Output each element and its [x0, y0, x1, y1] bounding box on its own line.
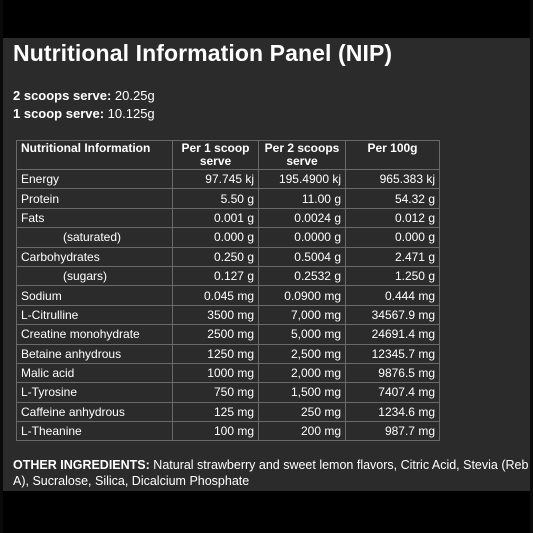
value-per-1-scoop: 1250 mg	[172, 343, 259, 364]
value-per-2-scoops: 0.2532 g	[258, 265, 346, 287]
value-per-100g: 0.000 g	[345, 227, 440, 248]
table-header-row: Nutritional Information Per 1 scoop serv…	[16, 140, 440, 170]
value-per-2-scoops: 250 mg	[258, 401, 346, 423]
table-row: Energy 97.745 kj 195.4900 kj 965.383 kj	[16, 168, 440, 190]
value-per-1-scoop: 0.045 mg	[172, 285, 259, 306]
bottom-black-band	[3, 491, 530, 533]
nutrient-name: Caffeine anhydrous	[16, 401, 173, 423]
nutrition-table: Nutritional Information Per 1 scoop serv…	[16, 140, 440, 442]
value-per-1-scoop: 0.000 g	[172, 227, 259, 248]
nutrient-name: (sugars)	[16, 265, 173, 287]
table-row: L-Theanine 100 mg 200 mg 987.7 mg	[16, 421, 440, 442]
page-title: Nutritional Information Panel (NIP)	[13, 40, 393, 66]
value-per-1-scoop: 750 mg	[172, 382, 259, 403]
value-per-2-scoops: 2,000 mg	[258, 362, 346, 384]
value-per-100g: 54.32 g	[345, 188, 440, 209]
value-per-2-scoops: 2,500 mg	[258, 343, 346, 364]
value-per-2-scoops: 11.00 g	[258, 188, 346, 209]
value-per-100g: 987.7 mg	[345, 421, 440, 442]
value-per-1-scoop: 0.001 g	[172, 207, 259, 229]
table-row: Protein 5.50 g 11.00 g 54.32 g	[16, 188, 440, 209]
nutrient-name: Malic acid	[16, 362, 173, 384]
nutrient-name: Sodium	[16, 285, 173, 306]
value-per-100g: 0.012 g	[345, 207, 440, 229]
value-per-2-scoops: 1,500 mg	[258, 382, 346, 403]
value-per-2-scoops: 0.0900 mg	[258, 285, 346, 306]
top-black-band	[3, 0, 530, 38]
value-per-2-scoops: 7,000 mg	[258, 304, 346, 326]
value-per-100g: 2.471 g	[345, 246, 440, 267]
value-per-100g: 9876.5 mg	[345, 362, 440, 384]
nutrient-name: L-Tyrosine	[16, 382, 173, 403]
nutrient-name: Carbohydrates	[16, 246, 173, 267]
column-header-nutrient: Nutritional Information	[16, 140, 173, 170]
serve-label: 2 scoops serve:	[13, 88, 112, 103]
value-per-100g: 24691.4 mg	[345, 324, 440, 345]
serve-size-1-scoop: 1 scoop serve: 10.125g	[13, 106, 155, 121]
value-per-2-scoops: 195.4900 kj	[258, 168, 346, 190]
value-per-2-scoops: 0.0000 g	[258, 227, 346, 248]
value-per-1-scoop: 3500 mg	[172, 304, 259, 326]
table-row: Carbohydrates 0.250 g 0.5004 g 2.471 g	[16, 246, 440, 267]
table-row: (saturated) 0.000 g 0.0000 g 0.000 g	[16, 227, 440, 248]
serve-label: 1 scoop serve:	[13, 106, 105, 121]
value-per-2-scoops: 0.5004 g	[258, 246, 346, 267]
value-per-1-scoop: 0.250 g	[172, 246, 259, 267]
nutrient-name: L-Theanine	[16, 421, 173, 442]
value-per-1-scoop: 0.127 g	[172, 265, 259, 287]
value-per-1-scoop: 2500 mg	[172, 324, 259, 345]
nutrient-name: Creatine monohydrate	[16, 324, 173, 345]
value-per-1-scoop: 100 mg	[172, 421, 259, 442]
table-row: L-Tyrosine 750 mg 1,500 mg 7407.4 mg	[16, 382, 440, 403]
nutrient-name: Energy	[16, 168, 173, 190]
serve-value: 10.125g	[107, 106, 155, 121]
column-header-per-2-scoops: Per 2 scoops serve	[258, 140, 346, 170]
nutrient-name: Protein	[16, 188, 173, 209]
value-per-100g: 965.383 kj	[345, 168, 440, 190]
nutrient-name: Betaine anhydrous	[16, 343, 173, 364]
column-header-per-100g: Per 100g	[345, 140, 440, 170]
value-per-1-scoop: 1000 mg	[172, 362, 259, 384]
table-row: L-Citrulline 3500 mg 7,000 mg 34567.9 mg	[16, 304, 440, 326]
other-ingredients: OTHER INGREDIENTS: Natural strawberry an…	[13, 457, 533, 489]
table-row: Caffeine anhydrous 125 mg 250 mg 1234.6 mg	[16, 401, 440, 423]
value-per-100g: 7407.4 mg	[345, 382, 440, 403]
value-per-100g: 1234.6 mg	[345, 401, 440, 423]
value-per-100g: 12345.7 mg	[345, 343, 440, 364]
value-per-2-scoops: 200 mg	[258, 421, 346, 442]
table-row: (sugars) 0.127 g 0.2532 g 1.250 g	[16, 265, 440, 287]
value-per-1-scoop: 5.50 g	[172, 188, 259, 209]
value-per-1-scoop: 97.745 kj	[172, 168, 259, 190]
value-per-2-scoops: 5,000 mg	[258, 324, 346, 345]
value-per-100g: 1.250 g	[345, 265, 440, 287]
other-ingredients-label: OTHER INGREDIENTS:	[13, 458, 150, 472]
table-row: Betaine anhydrous 1250 mg 2,500 mg 12345.7 …	[16, 343, 440, 364]
other-ingredients-text: Natural strawberry and sweet lemon flavo…	[13, 458, 529, 488]
serve-size-2-scoops: 2 scoops serve: 20.25g	[13, 88, 155, 103]
table-row: Sodium 0.045 mg 0.0900 mg 0.444 mg	[16, 285, 440, 306]
value-per-2-scoops: 0.0024 g	[258, 207, 346, 229]
column-header-per-1-scoop: Per 1 scoop serve	[172, 140, 259, 170]
nutrient-name: (saturated)	[16, 227, 173, 248]
table-body: Energy 97.745 kj 195.4900 kj 965.383 kj Prot…	[16, 168, 440, 442]
value-per-100g: 0.444 mg	[345, 285, 440, 306]
nutrient-name: Fats	[16, 207, 173, 229]
serve-value: 20.25g	[114, 88, 155, 103]
table-row: Creatine monohydrate 2500 mg 5,000 mg 24691…	[16, 324, 440, 345]
table-row: Fats 0.001 g 0.0024 g 0.012 g	[16, 207, 440, 229]
value-per-100g: 34567.9 mg	[345, 304, 440, 326]
value-per-1-scoop: 125 mg	[172, 401, 259, 423]
table-row: Malic acid 1000 mg 2,000 mg 9876.5 mg	[16, 362, 440, 384]
nutrient-name: L-Citrulline	[16, 304, 173, 326]
